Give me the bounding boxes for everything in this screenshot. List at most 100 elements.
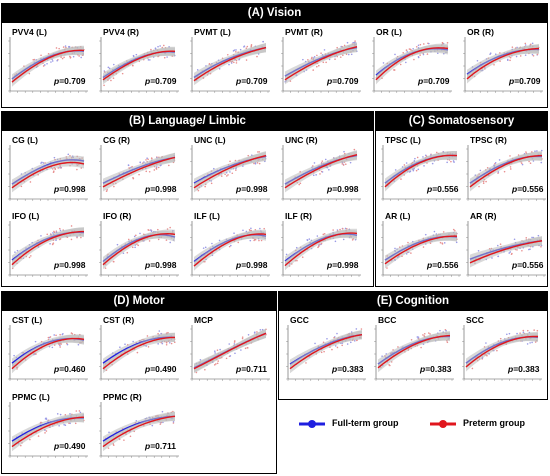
- scatter-point: [431, 162, 434, 165]
- scatter-point: [213, 364, 216, 366]
- scatter-point: [67, 153, 70, 156]
- scatter-point: [59, 413, 62, 416]
- panel-title: CST (R): [103, 315, 135, 325]
- scatter-point: [259, 227, 261, 230]
- p-value-label: p=0.998: [236, 260, 268, 270]
- scatter-point: [321, 171, 324, 173]
- chart-panel: UNC (R) p=0.998: [281, 135, 364, 203]
- scatter-point: [499, 337, 502, 340]
- panel-title: PPMC (L): [12, 392, 50, 402]
- scatter-point: [148, 170, 151, 173]
- scatter-point: [515, 55, 518, 58]
- scatter-point: [415, 45, 418, 48]
- scatter-point: [228, 63, 230, 66]
- scatter-point: [57, 167, 60, 169]
- scatter-point: [28, 256, 31, 259]
- chart-panel: GCC p=0.383: [286, 315, 369, 383]
- scatter-point: [509, 168, 512, 170]
- panel-title: BCC: [378, 315, 397, 325]
- scatter-point: [397, 346, 399, 348]
- scatter-plot: [8, 402, 88, 458]
- scatter-point: [225, 357, 228, 360]
- scatter-point: [214, 350, 216, 353]
- scatter-point: [63, 423, 65, 426]
- p-value-label: p=0.709: [509, 76, 541, 86]
- scatter-point: [136, 351, 139, 354]
- scatter-plot: [462, 325, 542, 381]
- scatter-point: [165, 341, 168, 344]
- p-value-label: p=0.711: [145, 441, 176, 451]
- chart-panel: SCC p=0.383: [462, 315, 545, 383]
- scatter-point: [254, 238, 257, 241]
- scatter-point: [422, 156, 424, 158]
- scatter-point: [37, 435, 40, 437]
- scatter-point: [158, 330, 161, 332]
- scatter-point: [229, 355, 232, 357]
- scatter-plot: [374, 325, 454, 381]
- scatter-point: [416, 336, 419, 338]
- scatter-point: [341, 163, 344, 165]
- panel-title: OR (R): [467, 27, 494, 37]
- scatter-plot: [190, 325, 270, 381]
- scatter-point: [315, 174, 317, 176]
- p-value-label: p=0.383: [420, 364, 452, 374]
- scatter-point: [478, 185, 480, 188]
- scatter-point: [108, 431, 110, 434]
- scatter-point: [66, 343, 69, 346]
- scatter-point: [247, 334, 250, 336]
- scatter-point: [256, 331, 258, 333]
- scatter-point: [529, 162, 532, 165]
- preterm-fit-line: [465, 335, 538, 368]
- scatter-point: [525, 151, 527, 153]
- scatter-point: [41, 161, 43, 164]
- scatter-plot: [466, 145, 546, 201]
- scatter-point: [506, 59, 509, 62]
- p-value-label: p=0.998: [145, 260, 177, 270]
- scatter-point: [29, 438, 31, 441]
- scatter-point: [325, 61, 327, 64]
- preterm-fit-line: [11, 337, 85, 370]
- scatter-point: [423, 333, 426, 335]
- scatter-point: [422, 334, 424, 336]
- scatter-point: [485, 342, 487, 344]
- scatter-point: [227, 174, 229, 176]
- section-somatosensory: (C) Somatosensory: [375, 111, 548, 287]
- preterm-confidence-band: [103, 411, 175, 452]
- scatter-point: [71, 332, 74, 335]
- scatter-plot: [99, 402, 179, 458]
- scatter-point: [253, 162, 255, 165]
- scatter-point: [166, 56, 168, 58]
- scatter-point: [69, 413, 71, 415]
- scatter-point: [311, 56, 313, 59]
- preterm-fit-line: [193, 154, 267, 189]
- scatter-point: [427, 332, 430, 334]
- scatter-point: [139, 161, 142, 164]
- scatter-point: [237, 241, 240, 244]
- scatter-point: [413, 58, 415, 61]
- scatter-point: [497, 255, 499, 258]
- scatter-point: [59, 229, 62, 232]
- scatter-point: [313, 56, 316, 58]
- section-vision: (A) Vision: [1, 3, 548, 108]
- scatter-point: [442, 231, 445, 233]
- preterm-confidence-band: [12, 158, 84, 193]
- p-value-label: p=0.490: [145, 364, 177, 374]
- scatter-point: [422, 246, 425, 248]
- scatter-point: [148, 240, 151, 242]
- scatter-plot: [8, 145, 88, 201]
- scatter-point: [533, 329, 535, 331]
- preterm-fit-line: [11, 230, 84, 266]
- scatter-point: [172, 420, 175, 423]
- scatter-point: [426, 53, 429, 55]
- scatter-point: [135, 53, 138, 56]
- scatter-point: [301, 256, 304, 258]
- scatter-point: [28, 72, 31, 75]
- scatter-point: [49, 242, 51, 245]
- scatter-point: [522, 329, 525, 332]
- panel-title: UNC (R): [285, 135, 318, 145]
- scatter-point: [199, 358, 202, 361]
- scatter-point: [519, 332, 521, 334]
- scatter-plot: [281, 37, 361, 93]
- scatter-point: [423, 335, 426, 337]
- scatter-point: [49, 336, 52, 338]
